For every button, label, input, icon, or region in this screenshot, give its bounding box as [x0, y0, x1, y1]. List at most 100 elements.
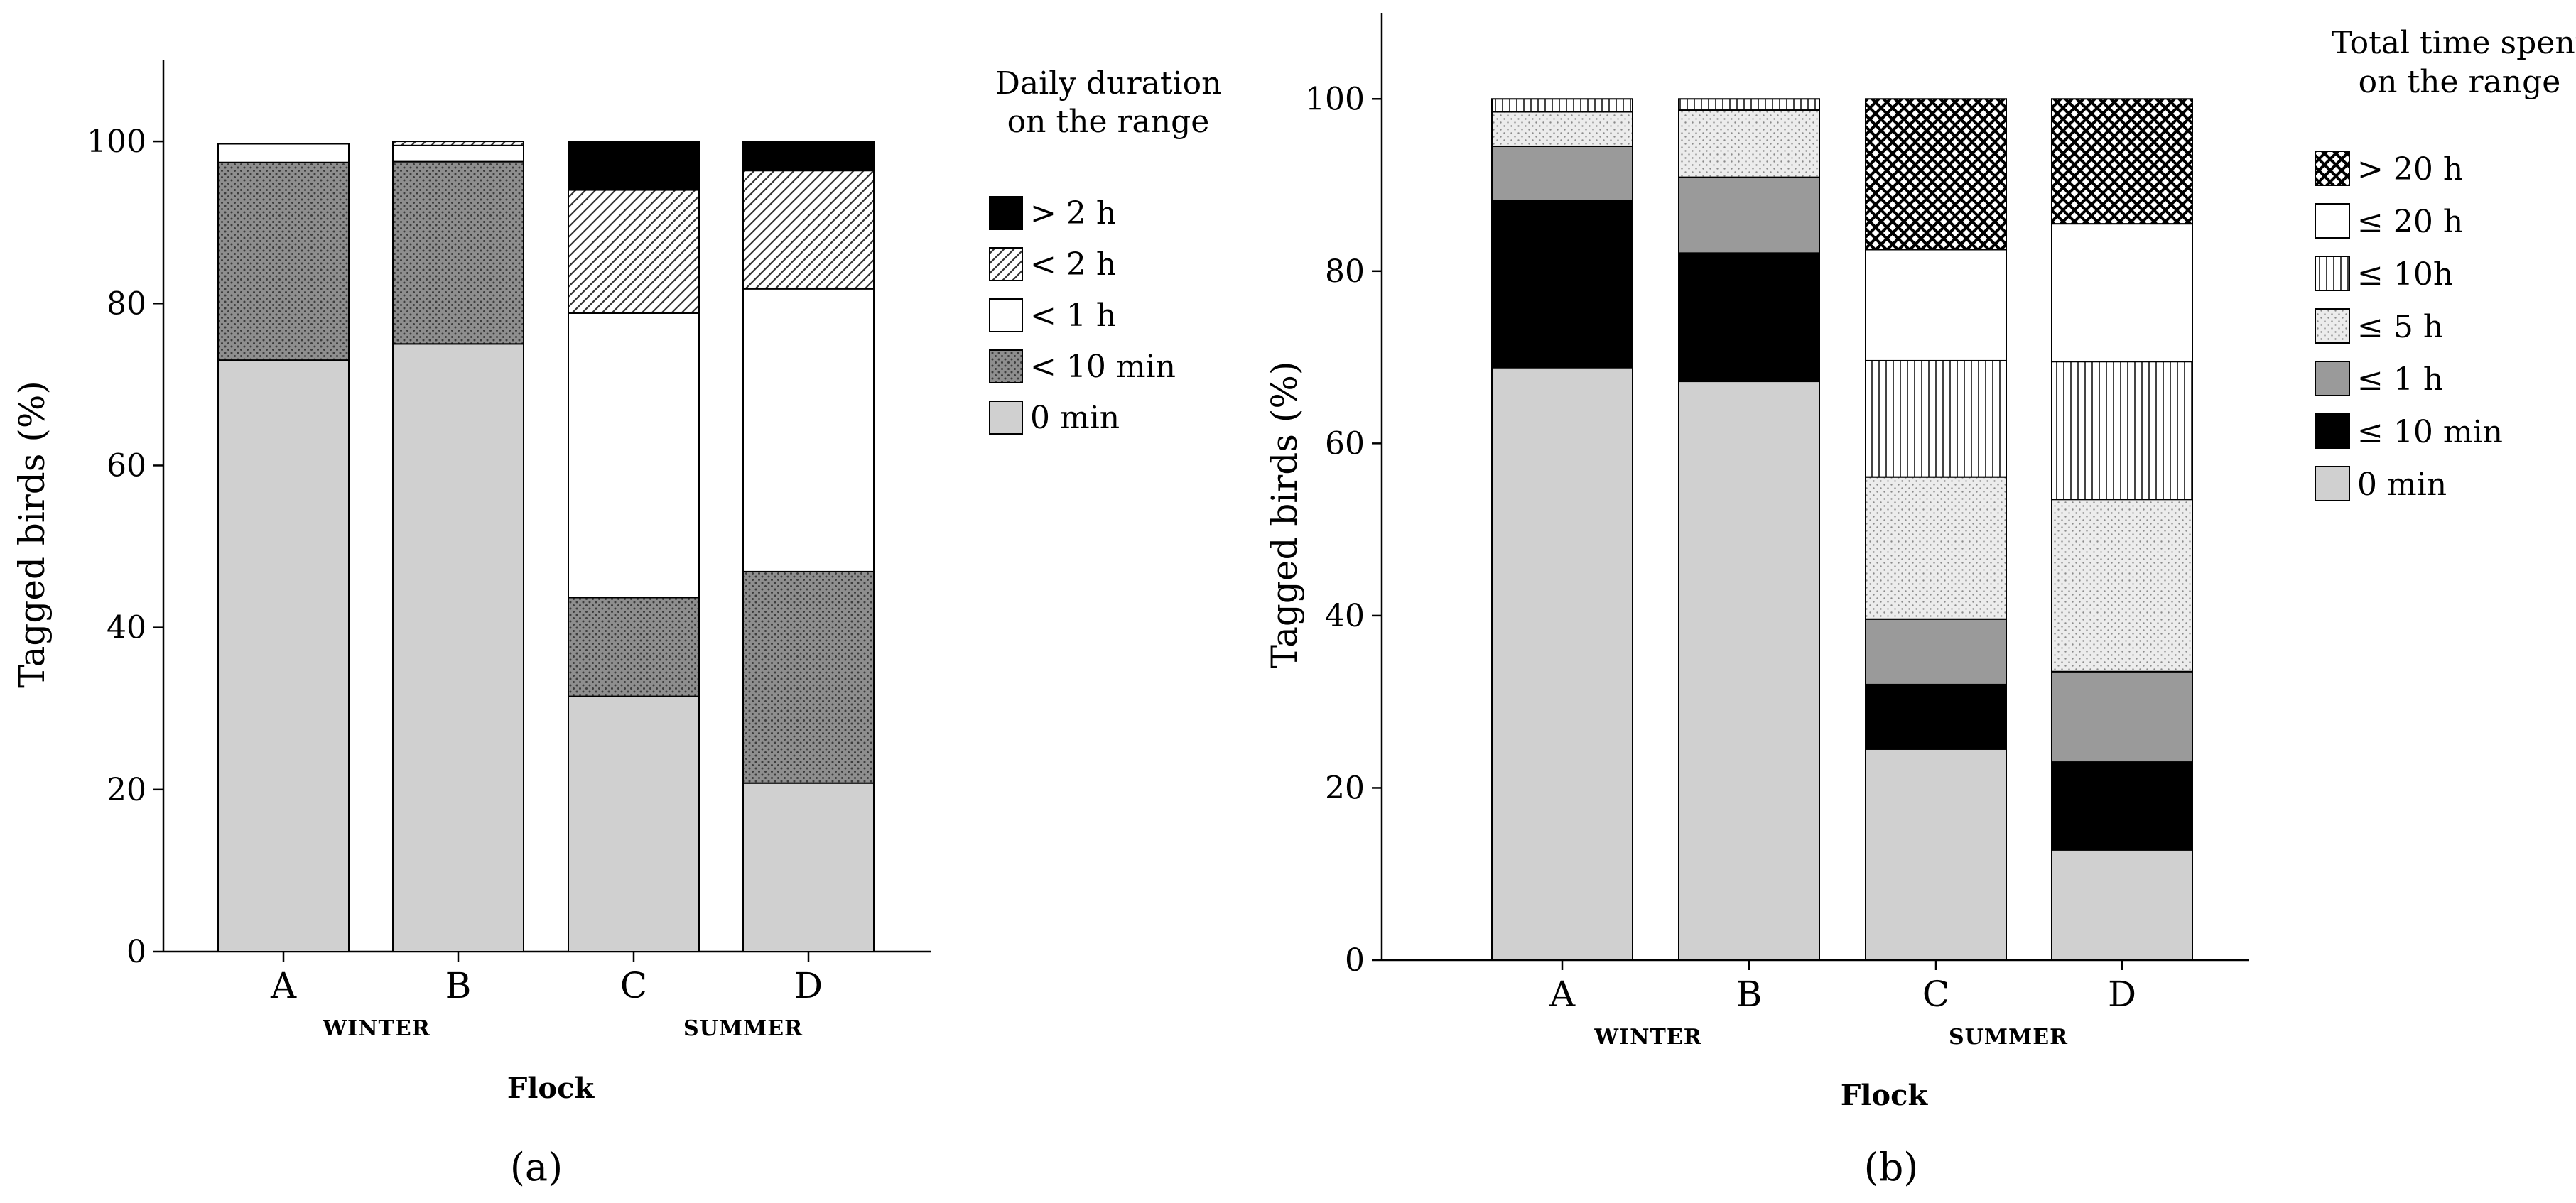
chart-panel-a: 0 20 40 60 80 100 Tagged birds (%) A B C D WINTER SU…: [11, 60, 1221, 1190]
legend-swatch: [989, 247, 1023, 281]
season-label: WINTER: [322, 1016, 430, 1041]
y-tick-label: 80: [1325, 254, 1365, 290]
bar-segment: [2051, 670, 2193, 763]
legend-label: > 20 h: [2357, 151, 2463, 187]
legend-title: Total time spent: [2332, 25, 2576, 61]
legend-swatch: [989, 349, 1023, 383]
bar-segment: [2051, 849, 2193, 961]
y-axis-title: Tagged birds (%): [1264, 361, 1305, 669]
bar-segment: [1678, 252, 1820, 383]
bar-segment: [2051, 499, 2193, 673]
bar-segment: [742, 141, 875, 172]
legend-swatch: [2315, 203, 2350, 239]
bar-segment: [392, 141, 524, 146]
legend-swatch: [2315, 413, 2350, 449]
bar-segment: [742, 570, 875, 784]
bar-segment: [1865, 476, 2007, 620]
y-tick-label: 100: [87, 124, 146, 160]
bar-segment: [1491, 200, 1633, 369]
x-tick-label: C: [620, 965, 647, 1006]
bar-segment: [2051, 761, 2193, 851]
y-tick-label: 40: [1325, 598, 1365, 634]
x-tick-label: B: [1736, 974, 1763, 1015]
legend-label: ≤ 10h: [2357, 256, 2453, 293]
chart-panel-b: 0 20 40 60 80 100 Tagged birds (%) A B C D WINTER SU…: [1264, 13, 2576, 1190]
y-tick-label: 60: [107, 447, 146, 484]
y-tick-label: 40: [107, 610, 146, 646]
bar-segment: [568, 141, 700, 191]
bar-segment: [2051, 223, 2193, 363]
bar-segment: [1865, 249, 2007, 361]
legend-title: Daily duration: [995, 65, 1222, 102]
bar-segment: [392, 144, 524, 163]
bar-segment: [568, 189, 700, 314]
bar-segment: [1865, 98, 2007, 251]
bar-segment: [1678, 98, 1820, 111]
legend-title: on the range: [1007, 104, 1210, 140]
legend-swatch: [2315, 308, 2350, 344]
panel-label: (a): [510, 1145, 563, 1190]
legend-swatch: [989, 298, 1023, 332]
legend-swatch: [2315, 361, 2350, 396]
legend-label: < 2 h: [1030, 246, 1116, 283]
bar-segment: [392, 160, 524, 345]
bar-segment: [2051, 361, 2193, 501]
legend-label: ≤ 10 min: [2357, 414, 2503, 450]
bar-segment: [742, 288, 875, 572]
bar-segment: [568, 695, 700, 952]
y-tick-label: 80: [107, 285, 146, 322]
y-tick-label: 60: [1325, 425, 1365, 462]
y-tick-label: 20: [107, 772, 146, 808]
x-axis-title: Flock: [1841, 1079, 1929, 1112]
x-tick-label: C: [1922, 974, 1949, 1015]
legend-swatch: [2315, 151, 2350, 186]
bar-segment: [2051, 98, 2193, 225]
bar-segment: [568, 597, 700, 697]
x-tick-label: D: [794, 965, 823, 1006]
bar-segment: [392, 343, 524, 952]
bar-segment: [742, 170, 875, 290]
y-tick-label: 100: [1305, 81, 1365, 117]
legend-label: 0 min: [1030, 400, 1120, 436]
bar-segment: [568, 312, 700, 599]
bar-segment: [1865, 748, 2007, 962]
x-tick-label: D: [2108, 974, 2136, 1015]
y-tick-label: 0: [126, 934, 146, 970]
legend-swatch: [2315, 256, 2350, 291]
bar-segment: [1678, 381, 1820, 961]
bar-segment: [1865, 359, 2007, 478]
legend-label: 0 min: [2357, 467, 2447, 503]
legend-label: < 1 h: [1030, 298, 1116, 334]
panel-label: (b): [1864, 1145, 1919, 1190]
bar-segment: [1491, 98, 1633, 113]
bar-segment: [217, 359, 350, 952]
bar-segment: [1491, 111, 1633, 147]
bar-segment: [1865, 683, 2007, 750]
season-label: WINTER: [1593, 1025, 1701, 1050]
y-tick-label: 20: [1325, 770, 1365, 806]
bar-segment: [1491, 366, 1633, 961]
x-tick-label: A: [270, 965, 297, 1006]
legend-swatch: [2315, 466, 2350, 501]
legend-swatch: [989, 401, 1023, 435]
season-label: SUMMER: [1949, 1025, 2068, 1050]
legend-swatch: [989, 196, 1023, 230]
legend-label: ≤ 20 h: [2357, 204, 2463, 240]
bar-segment: [217, 161, 350, 361]
legend-label: ≤ 5 h: [2357, 309, 2443, 345]
bar-segment: [1491, 145, 1633, 202]
x-axis-title: Flock: [507, 1072, 595, 1105]
bar-segment: [742, 782, 875, 953]
bar-segment: [1678, 109, 1820, 178]
legend-label: > 2 h: [1030, 195, 1116, 232]
x-tick-label: A: [1549, 974, 1576, 1015]
legend-title: on the range: [2359, 64, 2561, 100]
bar-segment: [1678, 176, 1820, 254]
bar-segment: [1865, 618, 2007, 685]
legend-label: ≤ 1 h: [2357, 361, 2443, 398]
y-axis-title: Tagged birds (%): [11, 381, 53, 688]
x-tick-label: B: [445, 965, 472, 1006]
